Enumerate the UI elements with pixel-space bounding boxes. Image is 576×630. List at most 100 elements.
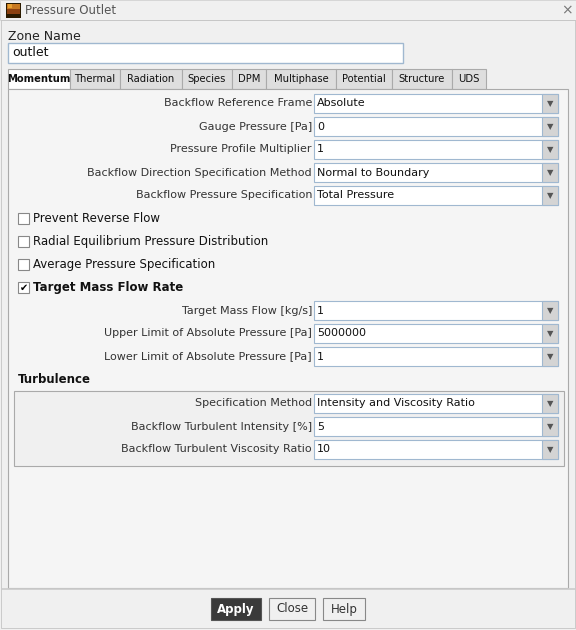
Bar bbox=[323, 598, 365, 620]
Text: 1: 1 bbox=[317, 306, 324, 316]
Text: Turbulence: Turbulence bbox=[18, 373, 91, 386]
Text: 1: 1 bbox=[317, 352, 324, 362]
Text: 5000000: 5000000 bbox=[317, 328, 366, 338]
Bar bbox=[211, 598, 261, 620]
Bar bbox=[269, 598, 315, 620]
Bar bbox=[542, 347, 558, 366]
Bar bbox=[542, 417, 558, 436]
Bar bbox=[266, 69, 336, 89]
Text: ▼: ▼ bbox=[547, 445, 554, 454]
Bar bbox=[70, 69, 120, 89]
Bar bbox=[8, 89, 568, 588]
Bar bbox=[18, 259, 29, 270]
Text: ▼: ▼ bbox=[547, 306, 554, 315]
Text: Backflow Turbulent Intensity [%]: Backflow Turbulent Intensity [%] bbox=[131, 421, 312, 432]
Bar bbox=[314, 140, 558, 159]
Bar bbox=[182, 69, 232, 89]
Text: 10: 10 bbox=[317, 445, 331, 454]
Text: Multiphase: Multiphase bbox=[274, 74, 328, 84]
Bar bbox=[314, 117, 558, 136]
Text: ✔: ✔ bbox=[20, 282, 28, 292]
Text: outlet: outlet bbox=[12, 47, 48, 59]
Bar bbox=[8, 43, 403, 63]
Text: 0: 0 bbox=[317, 122, 324, 132]
Bar bbox=[14, 391, 564, 466]
Bar bbox=[314, 417, 558, 436]
Bar bbox=[8, 69, 70, 89]
Bar bbox=[542, 94, 558, 113]
Text: Gauge Pressure [Pa]: Gauge Pressure [Pa] bbox=[199, 122, 312, 132]
Text: ▼: ▼ bbox=[547, 422, 554, 431]
Bar bbox=[542, 394, 558, 413]
Text: Lower Limit of Absolute Pressure [Pa]: Lower Limit of Absolute Pressure [Pa] bbox=[104, 352, 312, 362]
Text: UDS: UDS bbox=[458, 74, 480, 84]
Bar bbox=[314, 186, 558, 205]
Bar bbox=[542, 440, 558, 459]
Text: ▼: ▼ bbox=[547, 99, 554, 108]
Text: Pressure Outlet: Pressure Outlet bbox=[25, 4, 116, 16]
Text: ▼: ▼ bbox=[547, 191, 554, 200]
Text: Species: Species bbox=[188, 74, 226, 84]
Bar bbox=[18, 236, 29, 247]
Text: Prevent Reverse Flow: Prevent Reverse Flow bbox=[33, 212, 160, 225]
Text: Structure: Structure bbox=[399, 74, 445, 84]
Text: Target Mass Flow Rate: Target Mass Flow Rate bbox=[33, 281, 183, 294]
Bar bbox=[452, 69, 486, 89]
Text: Zone Name: Zone Name bbox=[8, 30, 81, 43]
Text: Momentum: Momentum bbox=[7, 74, 71, 84]
Bar bbox=[120, 69, 182, 89]
Bar bbox=[542, 140, 558, 159]
Bar bbox=[18, 282, 29, 293]
Text: Absolute: Absolute bbox=[317, 98, 366, 108]
Text: ×: × bbox=[561, 3, 573, 17]
Bar bbox=[8, 4, 12, 8]
Text: ▼: ▼ bbox=[547, 145, 554, 154]
Text: 5: 5 bbox=[317, 421, 324, 432]
Bar bbox=[314, 347, 558, 366]
Text: Apply: Apply bbox=[217, 602, 255, 616]
Text: 1: 1 bbox=[317, 144, 324, 154]
Bar bbox=[542, 163, 558, 182]
Text: Backflow Direction Specification Method: Backflow Direction Specification Method bbox=[88, 168, 312, 178]
Bar bbox=[7, 4, 20, 10]
Text: Upper Limit of Absolute Pressure [Pa]: Upper Limit of Absolute Pressure [Pa] bbox=[104, 328, 312, 338]
Text: Close: Close bbox=[276, 602, 308, 616]
Bar bbox=[232, 69, 266, 89]
Text: Intensity and Viscosity Ratio: Intensity and Viscosity Ratio bbox=[317, 399, 475, 408]
Bar bbox=[542, 324, 558, 343]
Bar bbox=[314, 394, 558, 413]
Bar bbox=[392, 69, 452, 89]
Bar bbox=[6, 3, 21, 18]
Text: Specification Method: Specification Method bbox=[195, 399, 312, 408]
Text: Help: Help bbox=[331, 602, 358, 616]
Bar bbox=[542, 186, 558, 205]
Bar bbox=[314, 440, 558, 459]
Text: Backflow Reference Frame: Backflow Reference Frame bbox=[164, 98, 312, 108]
Text: Potential: Potential bbox=[342, 74, 386, 84]
Text: Normal to Boundary: Normal to Boundary bbox=[317, 168, 429, 178]
Text: Backflow Pressure Specification: Backflow Pressure Specification bbox=[135, 190, 312, 200]
Text: ▼: ▼ bbox=[547, 352, 554, 361]
Text: ▼: ▼ bbox=[547, 329, 554, 338]
Bar bbox=[542, 301, 558, 320]
Bar bbox=[314, 94, 558, 113]
Text: Target Mass Flow [kg/s]: Target Mass Flow [kg/s] bbox=[181, 306, 312, 316]
Text: DPM: DPM bbox=[238, 74, 260, 84]
Bar bbox=[314, 163, 558, 182]
Bar bbox=[1, 588, 575, 589]
Bar bbox=[18, 213, 29, 224]
Bar bbox=[314, 324, 558, 343]
Text: Total Pressure: Total Pressure bbox=[317, 190, 394, 200]
Bar bbox=[0, 0, 576, 20]
Text: Pressure Profile Multiplier: Pressure Profile Multiplier bbox=[170, 144, 312, 154]
Text: Radial Equilibrium Pressure Distribution: Radial Equilibrium Pressure Distribution bbox=[33, 235, 268, 248]
Bar bbox=[7, 9, 20, 14]
Text: Thermal: Thermal bbox=[74, 74, 116, 84]
Text: Average Pressure Specification: Average Pressure Specification bbox=[33, 258, 215, 271]
Text: ▼: ▼ bbox=[547, 399, 554, 408]
Text: ▼: ▼ bbox=[547, 122, 554, 131]
Text: Backflow Turbulent Viscosity Ratio: Backflow Turbulent Viscosity Ratio bbox=[122, 445, 312, 454]
Text: Radiation: Radiation bbox=[127, 74, 175, 84]
Bar bbox=[336, 69, 392, 89]
Text: ▼: ▼ bbox=[547, 168, 554, 177]
